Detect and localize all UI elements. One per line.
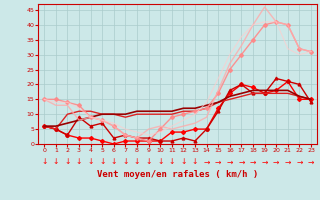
Text: →: → (250, 157, 256, 166)
Text: ↓: ↓ (122, 157, 129, 166)
Text: ↓: ↓ (87, 157, 94, 166)
Text: ↓: ↓ (111, 157, 117, 166)
X-axis label: Vent moyen/en rafales ( km/h ): Vent moyen/en rafales ( km/h ) (97, 170, 258, 179)
Text: →: → (215, 157, 221, 166)
Text: ↓: ↓ (169, 157, 175, 166)
Text: →: → (204, 157, 210, 166)
Text: →: → (227, 157, 233, 166)
Text: ↓: ↓ (99, 157, 105, 166)
Text: ↓: ↓ (76, 157, 82, 166)
Text: ↓: ↓ (145, 157, 152, 166)
Text: →: → (273, 157, 279, 166)
Text: ↓: ↓ (180, 157, 187, 166)
Text: →: → (296, 157, 303, 166)
Text: ↓: ↓ (157, 157, 164, 166)
Text: →: → (284, 157, 291, 166)
Text: ↓: ↓ (64, 157, 71, 166)
Text: ↓: ↓ (52, 157, 59, 166)
Text: ↓: ↓ (192, 157, 198, 166)
Text: →: → (261, 157, 268, 166)
Text: →: → (238, 157, 244, 166)
Text: ↓: ↓ (134, 157, 140, 166)
Text: →: → (308, 157, 314, 166)
Text: ↓: ↓ (41, 157, 47, 166)
